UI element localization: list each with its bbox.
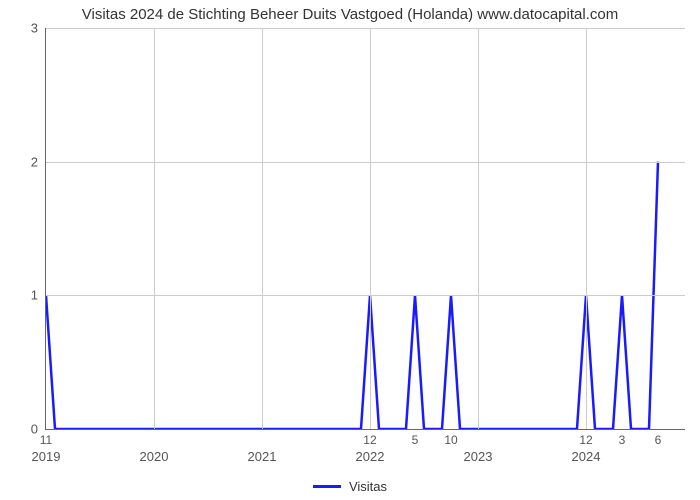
x-year-label: 2019 [32, 449, 61, 464]
x-value-label: 10 [444, 433, 457, 447]
gridline-h [46, 295, 685, 296]
x-value-label: 6 [655, 433, 662, 447]
legend-swatch [313, 485, 341, 488]
visits-chart: Visitas 2024 de Stichting Beheer Duits V… [0, 0, 700, 500]
chart-title: Visitas 2024 de Stichting Beheer Duits V… [0, 6, 700, 23]
gridline-v [154, 28, 155, 429]
line-series [46, 28, 685, 429]
gridline-v [262, 28, 263, 429]
gridline-v [370, 28, 371, 429]
x-value-label: 12 [363, 433, 376, 447]
gridline-v [586, 28, 587, 429]
plot-area: 012320192020202120222023202411125101236 [45, 28, 685, 430]
gridline-h [46, 28, 685, 29]
y-tick-label: 2 [31, 154, 38, 169]
x-year-label: 2020 [140, 449, 169, 464]
gridline-h [46, 162, 685, 163]
x-year-label: 2022 [356, 449, 385, 464]
y-tick-label: 1 [31, 288, 38, 303]
x-value-label: 12 [579, 433, 592, 447]
y-tick-label: 3 [31, 21, 38, 36]
x-year-label: 2021 [248, 449, 277, 464]
x-value-label: 11 [40, 433, 52, 447]
y-tick-label: 0 [31, 422, 38, 437]
x-year-label: 2023 [464, 449, 493, 464]
x-value-label: 5 [412, 433, 419, 447]
x-value-label: 3 [619, 433, 626, 447]
legend-label: Visitas [349, 479, 387, 494]
x-year-label: 2024 [572, 449, 601, 464]
gridline-v [478, 28, 479, 429]
legend: Visitas [0, 479, 700, 494]
